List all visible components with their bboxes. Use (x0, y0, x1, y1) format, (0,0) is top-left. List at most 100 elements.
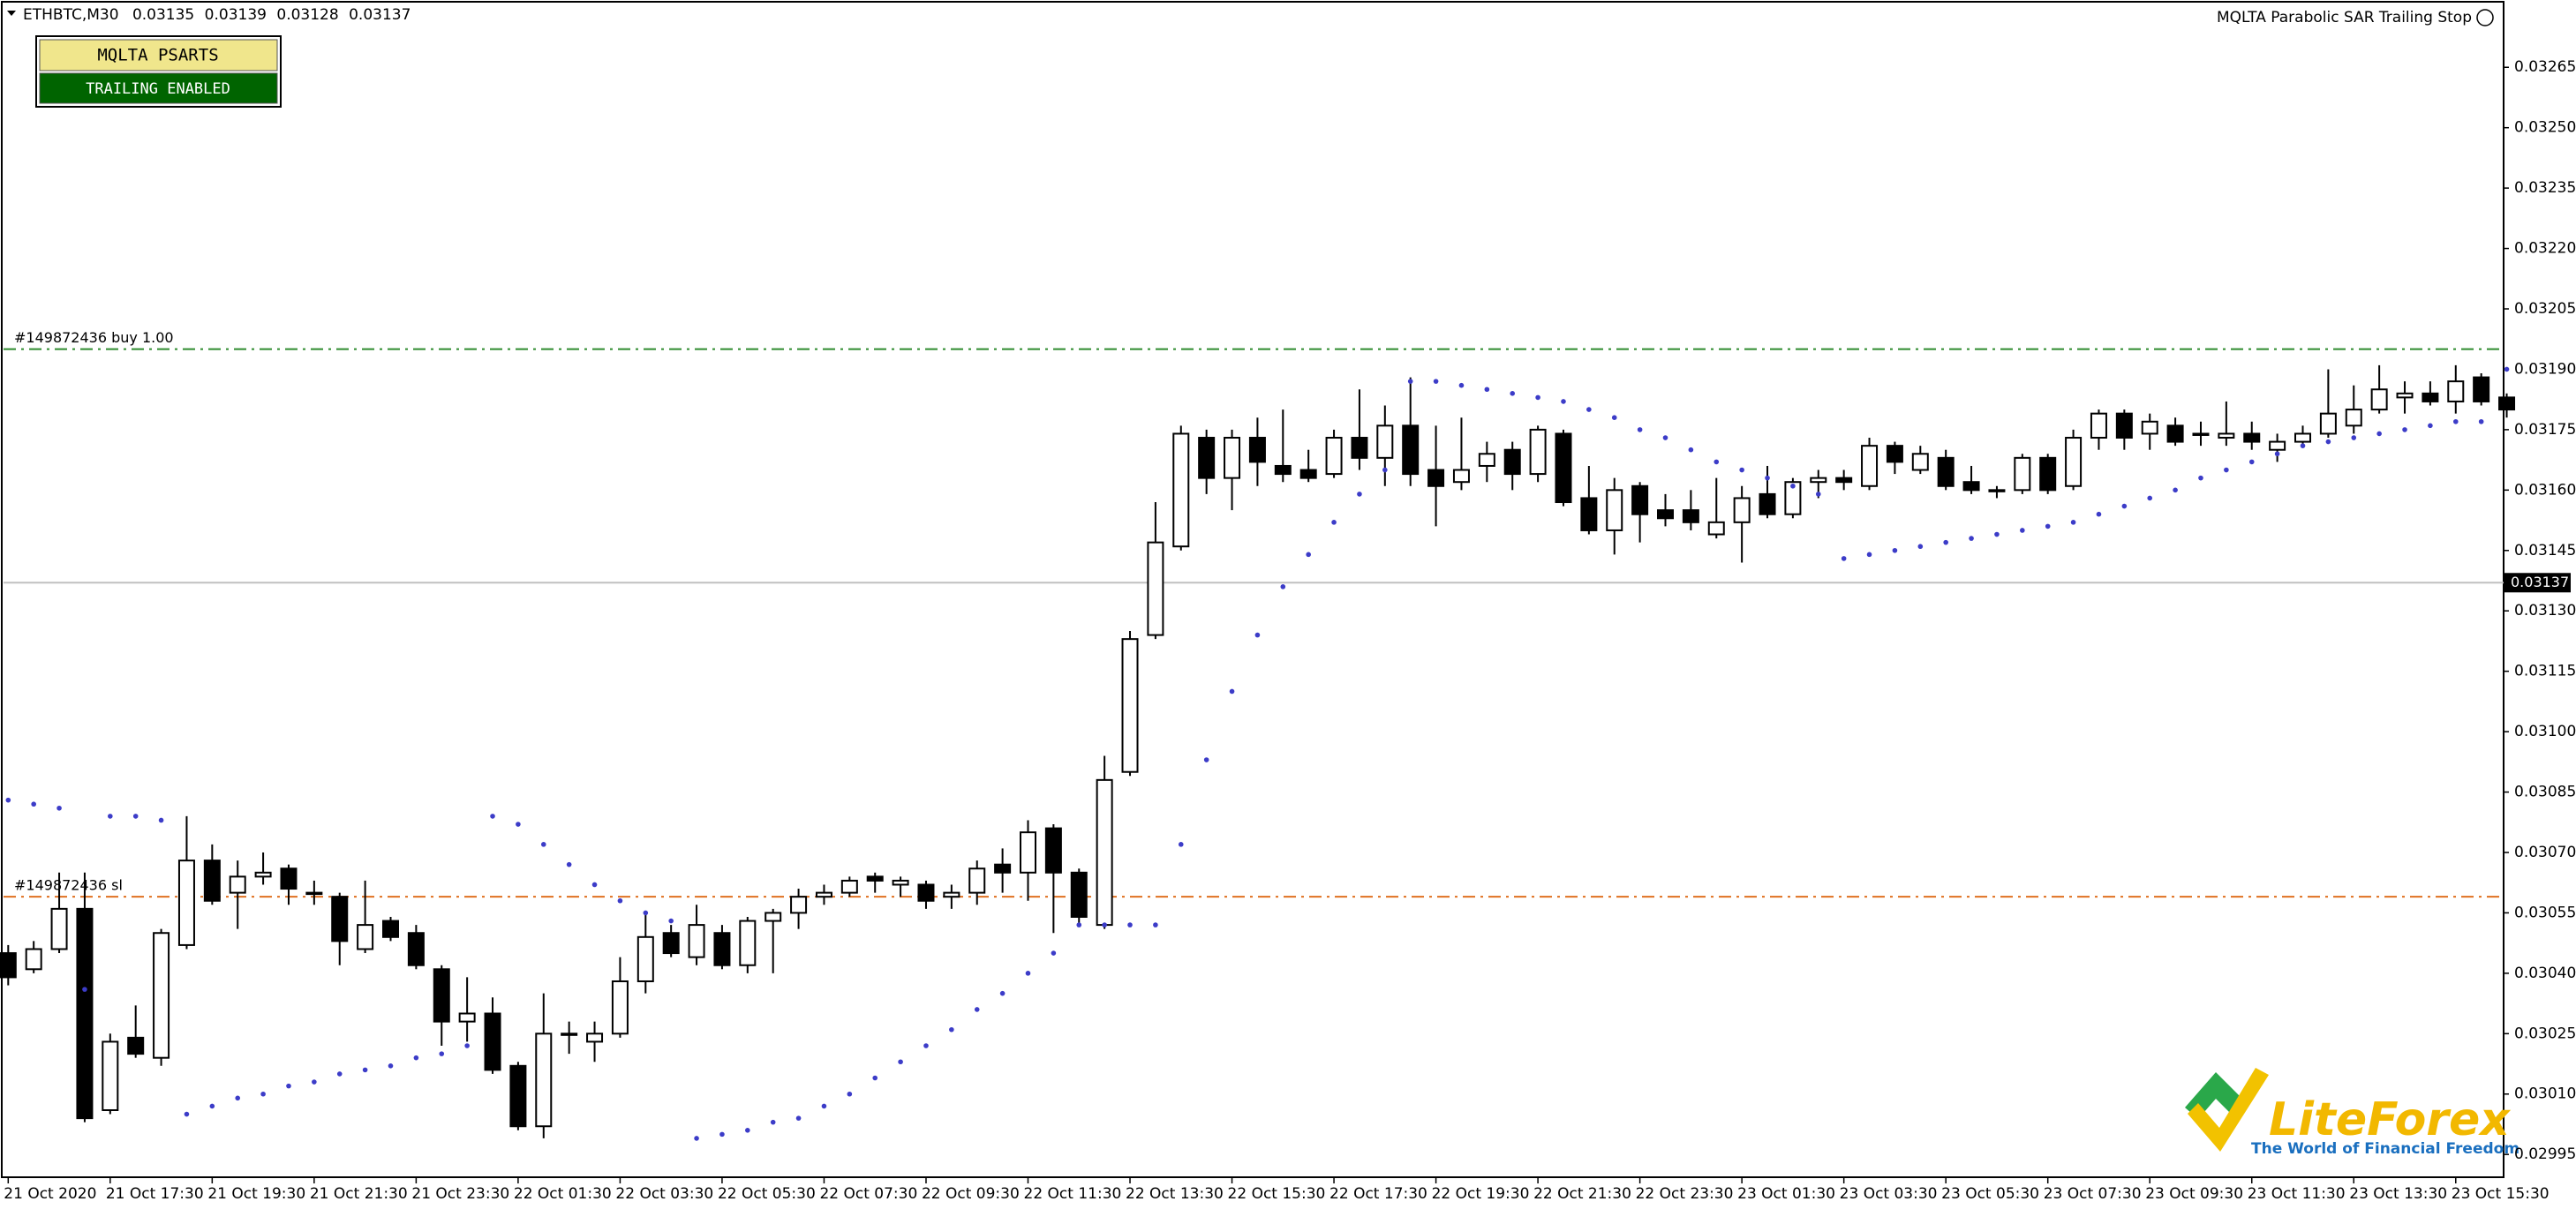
candle-body (2498, 396, 2516, 411)
x-tick-label: 22 Oct 05:30 (718, 1185, 816, 1203)
x-tick-label: 21 Oct 17:30 (106, 1185, 204, 1203)
candle-body (1835, 477, 1853, 484)
candle-body (1325, 437, 1343, 476)
sar-dot (898, 1059, 903, 1065)
y-tick-label: 0.03145 (2514, 542, 2576, 559)
x-tick-label: 21 Oct 2020 (4, 1185, 96, 1203)
header-high: 0.03139 (205, 6, 267, 24)
sar-dot (821, 1103, 827, 1109)
sar-dot (209, 1103, 215, 1109)
sar-dot (745, 1128, 750, 1133)
sar-dot (2020, 528, 2025, 533)
candle-body (1478, 453, 1495, 467)
candle-body (127, 1036, 145, 1055)
sar-dot (82, 987, 87, 992)
candle-body (611, 980, 629, 1035)
panel-title-button[interactable] (39, 39, 278, 71)
sar-dot (1331, 520, 1337, 525)
sar-dot (566, 861, 572, 867)
candle-body (1733, 497, 1751, 523)
y-tick-label: 0.03055 (2514, 904, 2576, 921)
sar-dot (2147, 495, 2153, 501)
x-tick-label: 22 Oct 01:30 (514, 1185, 612, 1203)
candle-body (739, 920, 757, 966)
sar-dot (490, 814, 495, 819)
panel-title: MQLTA PSARTS (97, 46, 218, 65)
candle-body (1682, 509, 1699, 523)
candle-body (25, 948, 42, 971)
y-tick-label: 0.03130 (2514, 602, 2576, 620)
sar-dot (872, 1075, 878, 1081)
sar-dot (1790, 483, 1796, 489)
x-tick-label: 23 Oct 09:30 (2145, 1185, 2243, 1203)
candle-body (1121, 638, 1139, 773)
candle-body (458, 1012, 476, 1023)
sar-dot (1025, 971, 1031, 976)
y-tick-label: 0.03100 (2514, 723, 2576, 740)
candle-body (636, 935, 654, 982)
sar-dot (158, 817, 164, 823)
candle-body (1580, 497, 1598, 531)
symbol: ETHBTC,M30 (23, 6, 119, 24)
sar-dot (516, 822, 521, 827)
candle-body (2166, 424, 2184, 443)
sar-dot (999, 990, 1006, 996)
close-icon[interactable] (2476, 9, 2494, 26)
x-tick-label: 22 Oct 21:30 (1533, 1185, 1631, 1203)
sar-dot (1892, 547, 1898, 553)
candle-body (2039, 456, 2057, 492)
candle-body (2473, 376, 2490, 402)
panel-status-button[interactable] (39, 72, 278, 104)
sar-dot (312, 1079, 317, 1085)
x-tick-label: 22 Oct 13:30 (1126, 1185, 1224, 1203)
candle-body (1096, 778, 1113, 927)
sar-dot (1458, 382, 1465, 388)
sar-dot (540, 842, 546, 847)
candle-body (765, 912, 782, 922)
header-close: 0.03137 (349, 6, 411, 24)
candle-body (2065, 437, 2083, 487)
candle-body (790, 896, 808, 914)
x-tick-label: 22 Oct 17:30 (1329, 1185, 1427, 1203)
candle-body (254, 871, 272, 878)
sar-dot (1178, 842, 1184, 847)
sar-dot (5, 797, 11, 803)
menu-arrow[interactable] (7, 11, 16, 16)
sar-dot (1357, 492, 1362, 497)
sar-dot (1127, 922, 1133, 927)
candle-body (1886, 445, 1903, 463)
sar-dot (260, 1091, 266, 1097)
candle-body (2370, 388, 2388, 411)
panel-status: TRAILING ENABLED (86, 80, 230, 98)
order-label: #149872436 sl (14, 877, 123, 894)
candle-body (1070, 871, 1088, 918)
sar-dot (2300, 443, 2306, 448)
candle-body (662, 932, 680, 955)
candle-body (2218, 432, 2235, 439)
sar-dot (1051, 950, 1057, 956)
candle-body (1861, 445, 1879, 487)
candle-body (1299, 469, 1317, 479)
sar-dot (1561, 399, 1566, 404)
x-tick-label: 23 Oct 15:30 (2452, 1185, 2550, 1203)
candle-body (713, 932, 731, 966)
candle-body (2090, 412, 2107, 439)
candle-body (943, 891, 960, 898)
candle-body (433, 968, 450, 1023)
sar-dot (1306, 552, 1311, 558)
y-tick-label: 0.03175 (2514, 421, 2576, 439)
bid-label: 0.03137 (2511, 574, 2569, 590)
candle-body (2447, 380, 2465, 402)
y-tick-label: 0.03190 (2514, 360, 2576, 378)
plot-frame (1, 1, 2504, 1178)
candle-body (1707, 521, 1725, 536)
candle-body (1606, 489, 1623, 531)
candle-body (1351, 437, 1368, 459)
candle-body (535, 1033, 553, 1128)
sar-dot (2325, 439, 2331, 445)
y-tick-label: 0.03220 (2514, 240, 2576, 258)
sar-dot (2248, 459, 2255, 465)
candle-body (2319, 412, 2337, 435)
candle-body (840, 879, 858, 894)
